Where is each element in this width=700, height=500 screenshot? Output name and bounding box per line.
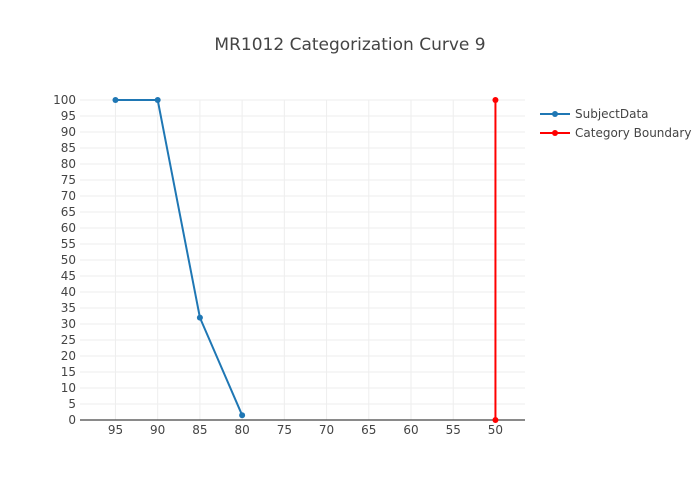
x-tick-label: 70	[319, 423, 334, 437]
x-tick-label: 85	[192, 423, 207, 437]
y-tick-label: 60	[61, 221, 76, 235]
series-line-0	[115, 99, 244, 416]
data-point	[112, 97, 119, 103]
y-tick-label: 45	[61, 269, 76, 283]
y-tick-label: 70	[61, 189, 76, 203]
data-point	[154, 97, 161, 103]
x-tick-label: 95	[108, 423, 123, 437]
plot-area	[112, 97, 499, 423]
legend-label: Category Boundary	[575, 126, 691, 140]
x-tick-label: 55	[446, 423, 461, 437]
y-tick-label: 80	[61, 157, 76, 171]
data-point	[492, 97, 499, 103]
legend: SubjectData Category Boundary	[540, 107, 691, 140]
y-tick-label: 95	[61, 109, 76, 123]
y-tick-label: 0	[68, 413, 76, 427]
data-point	[239, 412, 246, 419]
axes: 0 5 10 15 20 25 30 35 40 45 50 55 60 65 70 75 80 85 90 95 10…	[53, 93, 525, 437]
legend-swatch-marker	[552, 130, 558, 136]
x-tick-label: 50	[488, 423, 503, 437]
y-tick-label: 10	[61, 381, 76, 395]
grid	[80, 99, 525, 420]
y-tick-label: 30	[61, 317, 76, 331]
x-tick-label: 80	[234, 423, 249, 437]
y-tick-label: 25	[61, 333, 76, 347]
legend-label: SubjectData	[575, 107, 649, 121]
y-tick-label: 90	[61, 125, 76, 139]
y-tick-label: 75	[61, 173, 76, 187]
x-tick-label: 60	[403, 423, 418, 437]
y-tick-label: 15	[61, 365, 76, 379]
x-tick-label: 75	[277, 423, 292, 437]
x-tick-label: 90	[150, 423, 165, 437]
y-tick-label: 35	[61, 301, 76, 315]
y-tick-label: 20	[61, 349, 76, 363]
chart-title: MR1012 Categorization Curve 9	[214, 35, 485, 55]
y-tick-label: 65	[61, 205, 76, 219]
data-point	[492, 417, 499, 423]
y-tick-label: 85	[61, 141, 76, 155]
y-tick-label: 55	[61, 237, 76, 251]
y-tick-label: 5	[68, 397, 76, 411]
x-tick-label: 65	[361, 423, 376, 437]
y-tick-label: 100	[53, 93, 76, 107]
y-tick-label: 50	[61, 253, 76, 267]
data-point	[196, 314, 203, 321]
legend-swatch-marker	[552, 111, 558, 117]
y-tick-label: 40	[61, 285, 76, 299]
